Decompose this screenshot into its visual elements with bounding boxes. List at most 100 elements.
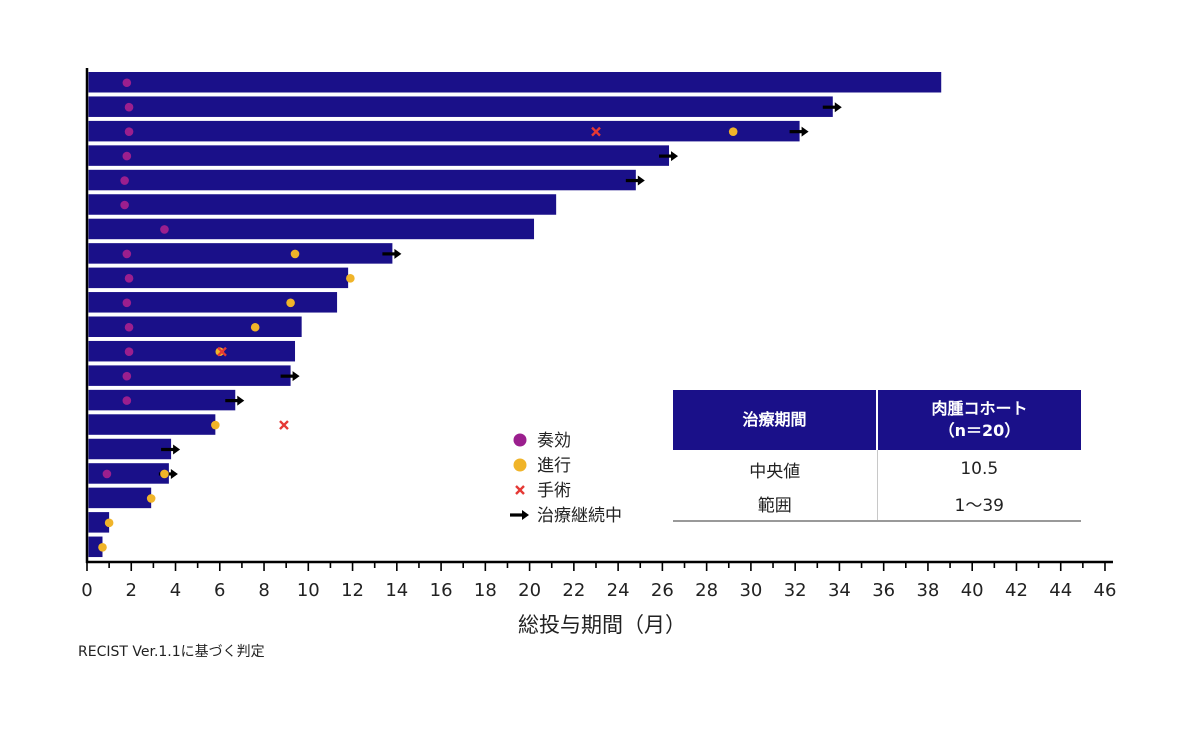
legend-item-surgery: 手術 [515, 481, 571, 501]
bar [88, 169, 636, 191]
legend-marker-response [513, 433, 527, 447]
x-tick-label: 26 [651, 580, 674, 601]
response-marker [124, 102, 134, 112]
summary-table: 治療期間 肉腫コホート （n＝20） 中央値 10.5 範囲 1～39 [673, 390, 1081, 522]
surgery-marker [279, 420, 289, 430]
header-sarcoma-cohort: 肉腫コホート （n＝20） [877, 390, 1081, 450]
x-tick-label: 40 [961, 580, 984, 601]
x-axis: 0 2 4 6 8 10 12 14 16 18 20 22 24 26 28 30 32 34 36 38 40 42 4… [81, 68, 1116, 601]
legend-marker-ongoing [510, 510, 529, 520]
x-tick-label: 46 [1094, 580, 1117, 601]
response-marker [124, 322, 134, 332]
x-tick-label: 28 [695, 580, 718, 601]
x-tick-label: 14 [385, 580, 408, 601]
bar [88, 438, 172, 460]
response-marker [160, 225, 169, 234]
summary-table-header: 治療期間 肉腫コホート （n＝20） [673, 390, 1081, 450]
bar [88, 340, 296, 362]
legend-label-ongoing: 治療継続中 [537, 506, 622, 526]
x-tick-label: 24 [607, 580, 630, 601]
row-label-median: 中央値 [673, 450, 878, 486]
progression-marker [728, 127, 738, 136]
row-value-median: 10.5 [960, 459, 999, 479]
ongoing-arrow [280, 371, 300, 382]
progression-marker [211, 420, 220, 430]
response-marker [102, 469, 112, 479]
bar [88, 267, 349, 289]
header-treatment-period: 治療期間 [673, 390, 878, 450]
progression-marker [160, 469, 169, 479]
x-tick-label: 16 [430, 580, 453, 601]
x-tick-label: 12 [341, 580, 364, 601]
response-marker [120, 200, 129, 210]
ongoing-arrow [625, 175, 645, 186]
x-tick-label: 20 [518, 580, 541, 601]
bar [88, 536, 103, 558]
progression-marker [290, 249, 300, 259]
bar [88, 243, 393, 264]
response-marker [120, 176, 129, 185]
progression-marker [286, 298, 295, 308]
x-tick-label: 36 [872, 580, 895, 601]
bar [88, 365, 291, 386]
response-marker [124, 347, 134, 357]
bar [88, 316, 302, 337]
x-tick-label: 0 [81, 580, 92, 601]
legend-item-progression: 進行 [513, 456, 571, 476]
x-tick-label: 42 [1005, 580, 1028, 601]
ongoing-arrow [789, 126, 809, 137]
bar [88, 194, 557, 215]
legend-label-progression: 進行 [537, 456, 571, 476]
x-tick-label: 2 [126, 580, 137, 601]
x-axis-title: 総投与期間（月） [518, 613, 686, 637]
legend-item-response: 奏効 [513, 431, 571, 451]
x-tick-label: 32 [784, 580, 807, 601]
response-marker [122, 396, 132, 405]
ongoing-arrow [822, 102, 842, 113]
bar [88, 72, 942, 93]
ongoing-arrow [225, 395, 245, 406]
x-tick-label: 18 [474, 580, 497, 601]
bar [88, 389, 236, 411]
progression-marker [98, 543, 107, 552]
legend-marker-surgery [515, 485, 525, 495]
legend-item-ongoing: 治療継続中 [510, 506, 622, 526]
markers-layer [98, 78, 842, 552]
bar [88, 145, 670, 166]
progression-marker [104, 518, 114, 528]
response-marker [124, 127, 134, 136]
bar [88, 218, 535, 240]
progression-marker [346, 274, 355, 283]
legend-label-response: 奏効 [537, 431, 571, 451]
x-tick-label: 30 [739, 580, 762, 601]
ongoing-arrow [659, 151, 679, 162]
response-marker [122, 78, 132, 88]
x-tick-label: 44 [1049, 580, 1072, 601]
response-marker [122, 249, 132, 259]
row-value-range: 1～39 [877, 486, 1081, 522]
x-tick-label: 6 [214, 580, 225, 601]
header-cohort-name: 肉腫コホート [931, 399, 1028, 418]
surgery-marker [217, 346, 227, 357]
x-tick-label: 10 [297, 580, 320, 601]
x-tick-label: 8 [258, 580, 269, 601]
legend-label-surgery: 手術 [537, 481, 571, 501]
progression-marker [250, 322, 260, 332]
bar [88, 463, 169, 484]
x-tick-label: 4 [170, 580, 181, 601]
surgery-marker [591, 126, 601, 137]
bars-layer [88, 72, 942, 558]
bar [88, 414, 216, 435]
legend-marker-progression [513, 458, 527, 472]
x-tick-label: 38 [916, 580, 939, 601]
response-marker [124, 274, 134, 283]
ongoing-arrow [382, 248, 402, 259]
progression-marker [215, 347, 225, 357]
ongoing-arrow [161, 444, 181, 455]
header-cohort-n: （n＝20） [938, 421, 1021, 440]
bar [88, 512, 110, 533]
response-marker [122, 371, 132, 381]
table-row-range: 範囲 1～39 [673, 486, 1081, 522]
